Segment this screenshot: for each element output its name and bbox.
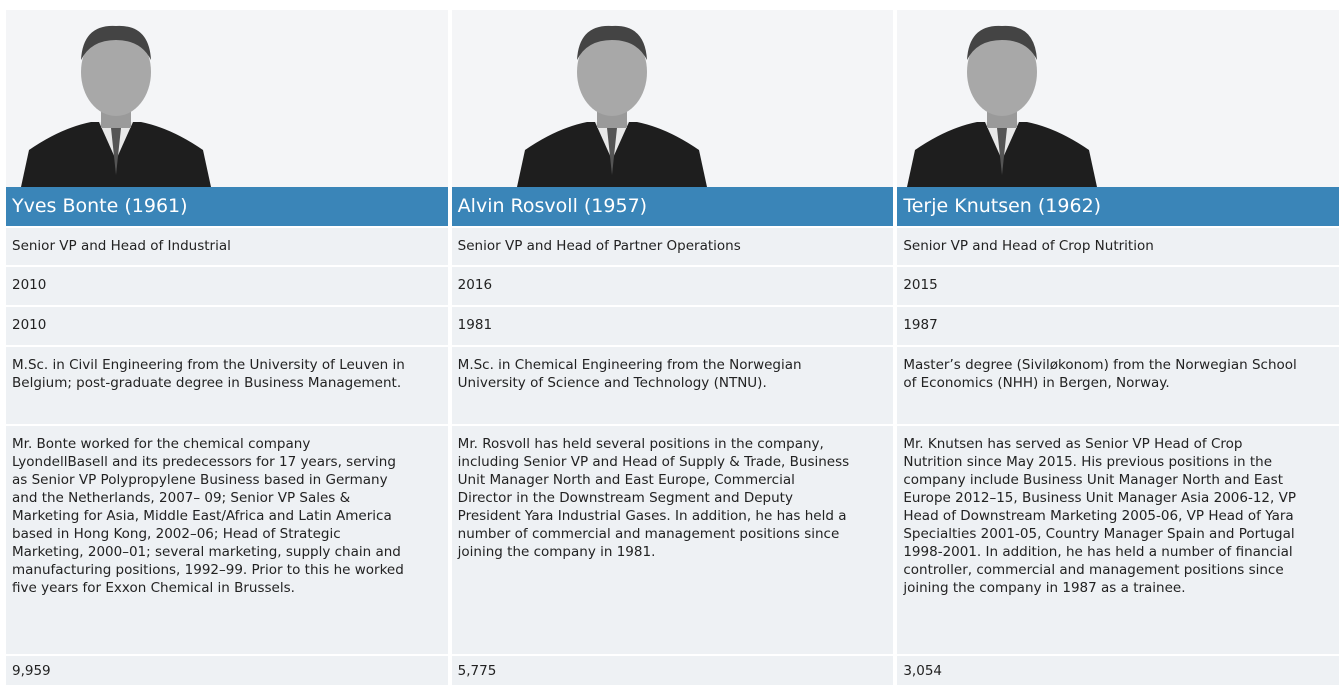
- member-since: 2016: [451, 265, 894, 305]
- member-since: 2015: [897, 265, 1339, 305]
- employed-since: 1981: [451, 305, 894, 345]
- shares-owned: 3,054: [897, 654, 1339, 685]
- education: M.Sc. in Civil Engineering from the Univ…: [6, 345, 448, 424]
- portrait-silhouette: [21, 25, 211, 187]
- employed-since: 1987: [897, 305, 1339, 345]
- position: Senior VP and Head of Industrial: [6, 226, 448, 265]
- background: Mr. Rosvoll has held several positions i…: [451, 424, 894, 654]
- portrait: [897, 10, 1339, 187]
- portrait: [451, 10, 894, 187]
- profile-column: Yves Bonte (1961) Senior VP and Head of I…: [6, 10, 448, 686]
- shares-owned: 9,959: [6, 654, 448, 685]
- portrait-silhouette: [516, 25, 707, 187]
- shares-owned: 5,775: [451, 654, 894, 685]
- position: Senior VP and Head of Partner Operations: [451, 226, 894, 265]
- person-name: Terje Knutsen (1962): [897, 187, 1339, 226]
- education: M.Sc. in Chemical Engineering from the N…: [451, 345, 894, 424]
- background: Mr. Bonte worked for the chemical compan…: [6, 424, 448, 654]
- background: Mr. Knutsen has served as Senior VP Head…: [897, 424, 1339, 654]
- position: Senior VP and Head of Crop Nutrition: [897, 226, 1339, 265]
- person-name: Yves Bonte (1961): [6, 187, 448, 226]
- profile-column: Terje Knutsen (1962) Senior VP and Head o…: [897, 10, 1339, 686]
- education: Master’s degree (Siviløkonom) from the N…: [897, 345, 1339, 424]
- portrait-silhouette: [907, 25, 1098, 187]
- profile-column: Alvin Rosvoll (1957) Senior VP and Head o…: [451, 10, 894, 686]
- employed-since: 2010: [6, 305, 448, 345]
- member-since: 2010: [6, 265, 448, 305]
- portrait: [6, 10, 448, 187]
- person-name: Alvin Rosvoll (1957): [451, 187, 894, 226]
